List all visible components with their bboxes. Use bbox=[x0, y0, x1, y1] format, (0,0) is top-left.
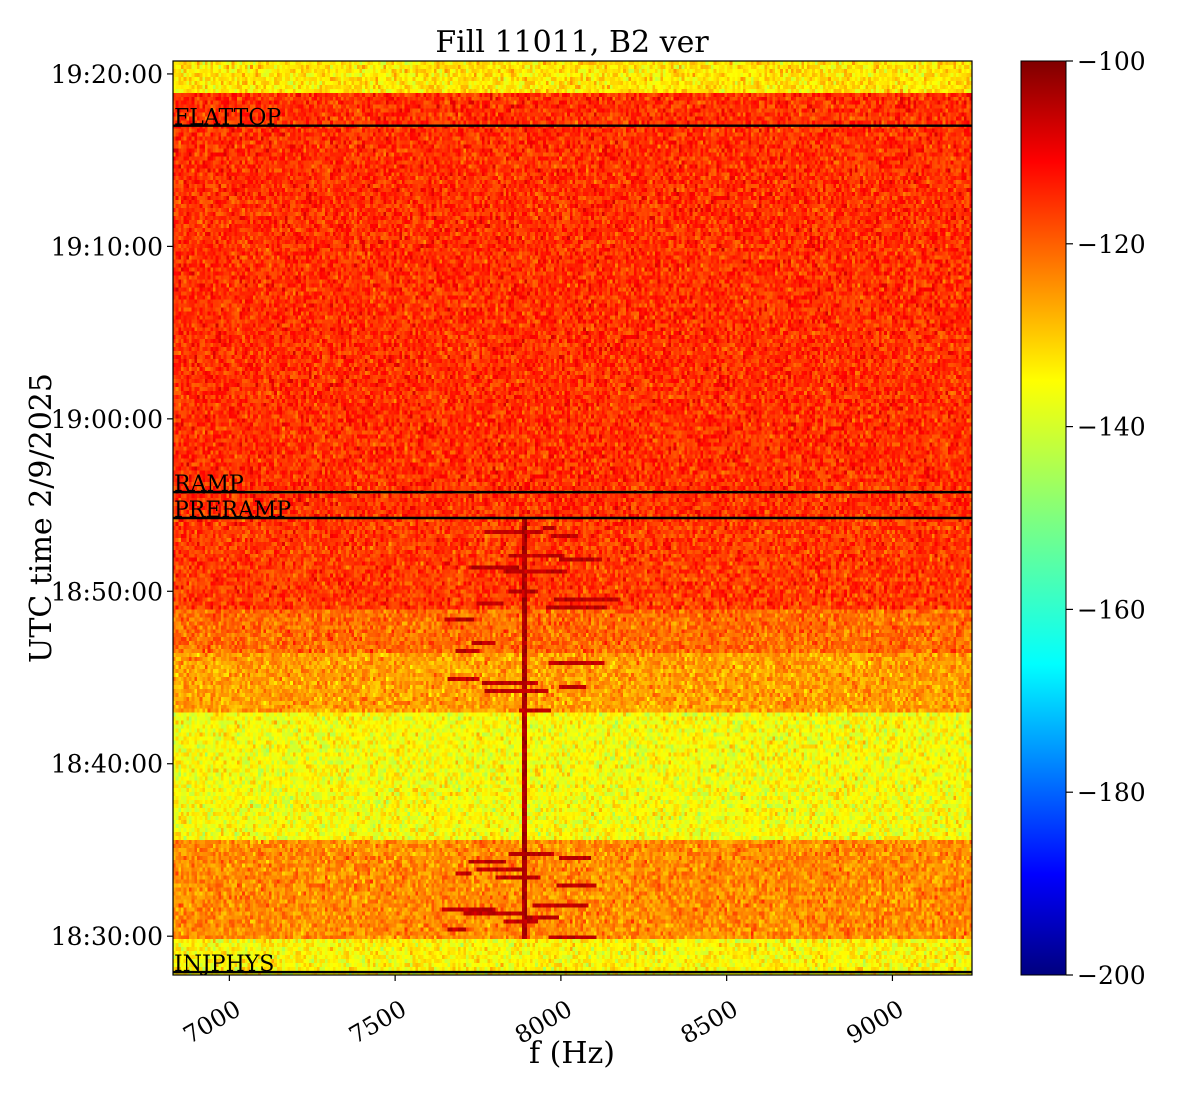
colorbar-gradient bbox=[1020, 60, 1067, 976]
y-tick-label: 18:40:00 bbox=[51, 750, 163, 779]
x-tick-label: 9000 bbox=[842, 995, 909, 1050]
x-axis-label: f (Hz) bbox=[529, 1036, 615, 1071]
x-tick-label: 7000 bbox=[179, 995, 246, 1050]
marker-label-preramp: PRERAMP bbox=[174, 498, 291, 523]
colorbar-tick-label: −120 bbox=[1077, 230, 1146, 259]
y-tick-label: 18:50:00 bbox=[51, 577, 163, 606]
colorbar-tick-label: −200 bbox=[1077, 961, 1146, 990]
x-tick-label: 8500 bbox=[676, 995, 743, 1050]
chart-title: Fill 11011, B2 ver bbox=[435, 25, 709, 60]
x-tick-label: 7500 bbox=[344, 995, 411, 1050]
y-tick-label: 19:10:00 bbox=[51, 232, 163, 261]
y-axis-label: UTC time 2/9/2025 bbox=[24, 373, 59, 663]
y-axis: 18:30:00 18:40:00 18:50:00 19:00:00 19:10:00… bbox=[51, 60, 173, 951]
y-tick-label: 18:30:00 bbox=[51, 922, 163, 951]
marker-label-flattop: FLATTOP bbox=[174, 106, 281, 131]
marker-label-ramp: RAMP bbox=[174, 472, 244, 497]
y-tick-label: 19:20:00 bbox=[51, 60, 163, 89]
colorbar-tick-label: −140 bbox=[1077, 413, 1146, 442]
colorbar-tick-label: −160 bbox=[1077, 595, 1146, 624]
colorbar-axis: −100 −120 −140 −160 −180 −200 bbox=[1066, 47, 1146, 990]
colorbar-tick-label: −100 bbox=[1077, 47, 1146, 76]
marker-label-injphys: INJPHYS bbox=[174, 952, 274, 977]
colorbar: −100 −120 −140 −160 −180 −200 bbox=[1020, 47, 1146, 990]
plot-frame bbox=[172, 60, 973, 976]
colorbar-tick-label: −180 bbox=[1077, 778, 1146, 807]
y-tick-label: 19:00:00 bbox=[51, 405, 163, 434]
